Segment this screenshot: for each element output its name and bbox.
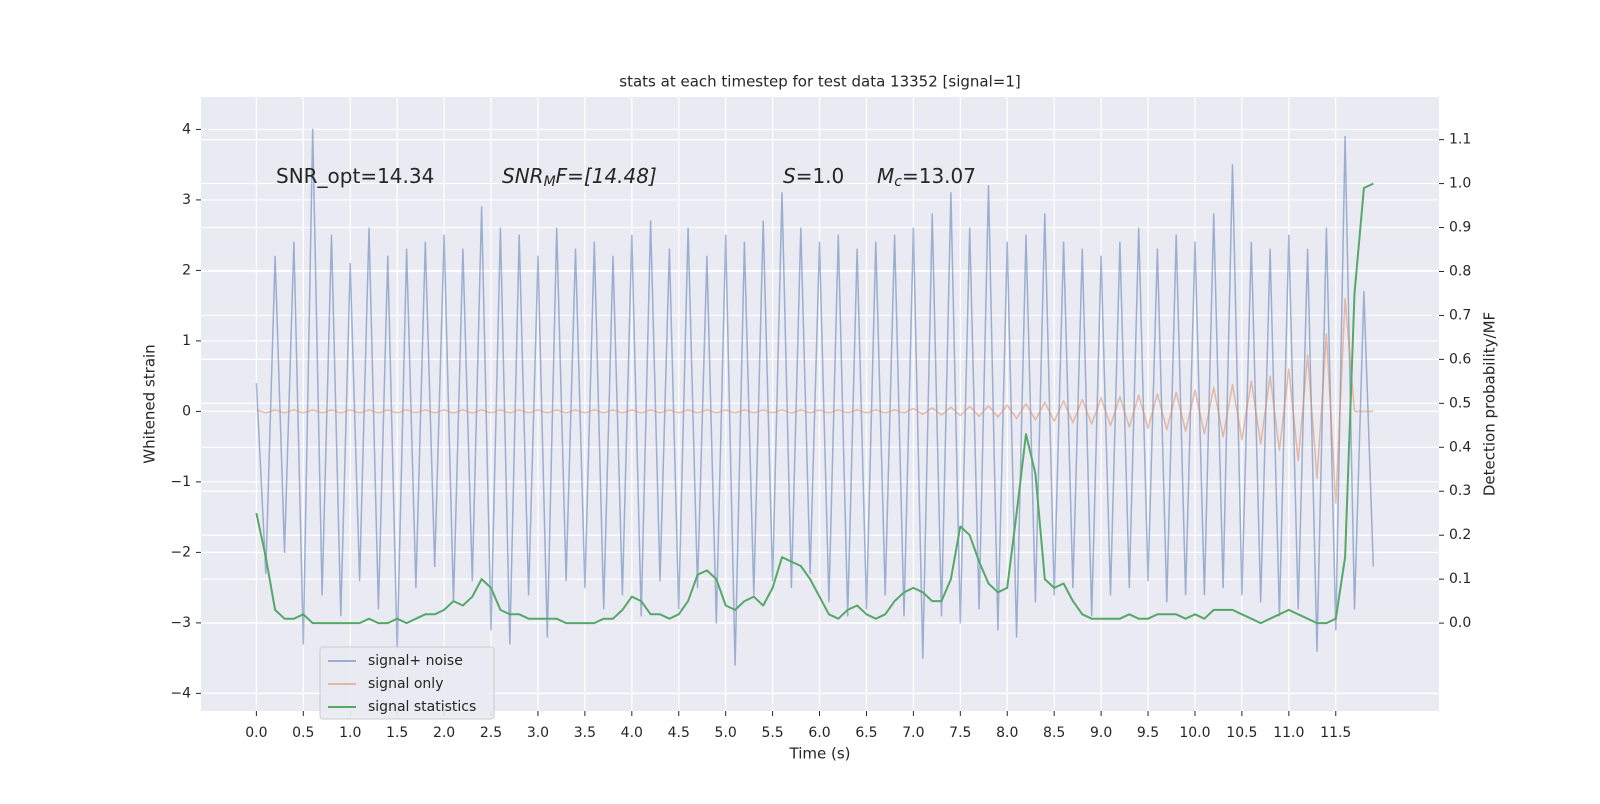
x-tick-label: 5.0 (715, 725, 737, 741)
y-tick-label: −3 (170, 615, 191, 631)
x-tick-label: 11.0 (1273, 725, 1304, 741)
x-tick-label: 9.5 (1137, 725, 1159, 741)
y-tick-label: 2 (182, 262, 191, 278)
x-tick-label: 8.0 (996, 725, 1018, 741)
x-tick-label: 1.0 (339, 725, 361, 741)
y2-tick-label: 0.7 (1449, 307, 1471, 323)
x-tick-label: 9.0 (1090, 725, 1112, 741)
annotation-base: S (783, 164, 796, 188)
y2-tick-label: 0.1 (1449, 571, 1471, 587)
y-tick-label: 1 (182, 333, 191, 349)
annotation-sub: M (544, 174, 556, 190)
x-tick-label: 3.5 (574, 725, 596, 741)
x-tick-label: 0.0 (245, 725, 267, 741)
y2-tick-label: 0.0 (1449, 615, 1471, 631)
y-tick-label: 4 (182, 121, 191, 137)
y2-tick-label: 0.6 (1449, 351, 1471, 367)
x-tick-label: 2.5 (480, 725, 502, 741)
x-tick-label: 2.0 (433, 725, 455, 741)
y2-tick-label: 0.5 (1449, 395, 1471, 411)
series-line (256, 297, 1374, 504)
annotation-base: M (877, 164, 894, 188)
x-tick-label: 6.5 (855, 725, 877, 741)
annotation: Mc=13.07 (877, 164, 976, 191)
legend-box (319, 646, 495, 720)
annotation-base: SNR (502, 164, 544, 188)
y-axis-label: Whitened strain (141, 344, 159, 463)
annotation-rest: =1.0 (796, 164, 845, 188)
annotation-rest: =13.07 (902, 164, 976, 188)
x-tick-label: 10.0 (1179, 725, 1210, 741)
legend-label: signal only (368, 676, 443, 692)
y2-tick-label: 0.2 (1449, 527, 1471, 543)
chart-title: stats at each timestep for test data 133… (619, 73, 1020, 91)
y2-tick-label: 1.1 (1449, 132, 1471, 148)
plot-marks (255, 128, 1375, 666)
series-line (255, 182, 1374, 625)
x-axis-label: Time (s) (789, 745, 851, 763)
x-tick-label: 7.0 (902, 725, 924, 741)
x-tick-label: 7.5 (949, 725, 971, 741)
y-tick-label: −2 (170, 544, 191, 560)
annotation-sub: c (894, 174, 902, 190)
y2-tick-label: 0.8 (1449, 263, 1471, 279)
annotation: SNR_opt=14.34 (276, 164, 434, 188)
y-tick-label: 3 (182, 192, 191, 208)
series-line (255, 128, 1375, 666)
legend-label: signal+ noise (368, 653, 463, 669)
y2-axis-label: Detection probability/MF (1481, 312, 1499, 496)
y2-tick-label: 0.3 (1449, 483, 1471, 499)
x-tick-label: 0.5 (292, 725, 314, 741)
x-tick-label: 1.5 (386, 725, 408, 741)
x-tick-label: 4.5 (668, 725, 690, 741)
annotation: SNRMF=[14.48] (502, 164, 657, 191)
x-tick-label: 11.5 (1320, 725, 1351, 741)
y2-tick-label: 0.4 (1449, 439, 1471, 455)
y-tick-label: 0 (182, 403, 191, 419)
annotation: S=1.0 (783, 164, 844, 188)
y-tick-label: −4 (170, 685, 191, 701)
annotation-rest: F=[14.48] (556, 164, 657, 188)
x-tick-label: 5.5 (761, 725, 783, 741)
x-tick-label: 6.0 (808, 725, 830, 741)
legend-label: signal statistics (368, 699, 476, 715)
x-tick-label: 3.0 (527, 725, 549, 741)
y2-tick-label: 0.9 (1449, 220, 1471, 236)
x-tick-label: 4.0 (621, 725, 643, 741)
y-tick-label: −1 (170, 474, 191, 490)
y2-tick-label: 1.0 (1449, 176, 1471, 192)
annotation-base: SNR_opt=14.34 (276, 164, 434, 188)
x-tick-label: 8.5 (1043, 725, 1065, 741)
x-tick-label: 10.5 (1226, 725, 1257, 741)
